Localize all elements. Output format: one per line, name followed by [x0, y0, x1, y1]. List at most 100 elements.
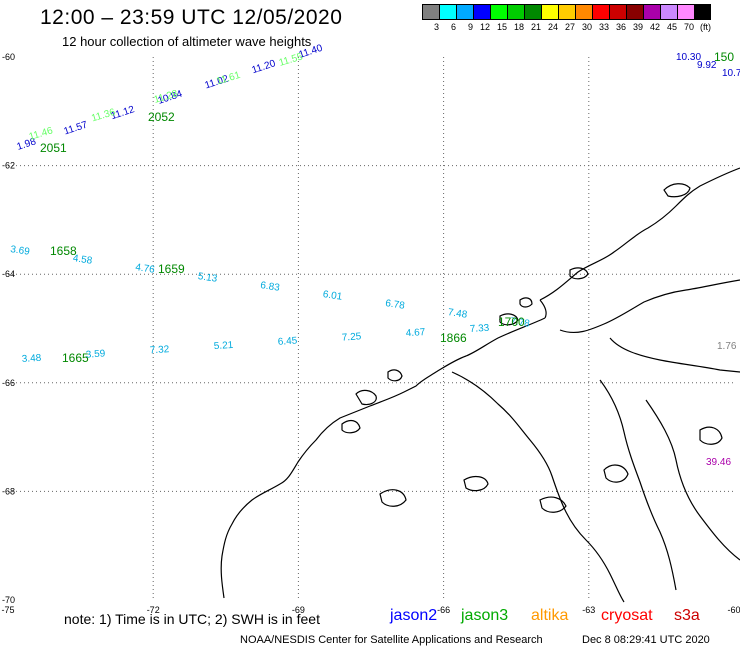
legend-swatch: [473, 4, 490, 20]
satellite-altika: altika: [531, 607, 569, 624]
x-tick-label: -66: [437, 605, 450, 615]
legend-label: 36: [615, 22, 626, 32]
peninsula-coast-east: [539, 167, 740, 301]
coastline: [220, 167, 740, 603]
island-11: [603, 464, 629, 483]
legend-swatch: [507, 4, 524, 20]
legend-label: 70: [683, 22, 694, 32]
legend-swatch: [422, 4, 439, 20]
island-7: [539, 496, 567, 513]
satellite-jason2: jason2: [390, 607, 438, 624]
y-tick-label: -66: [2, 378, 15, 388]
legend-swatch: [456, 4, 473, 20]
track-value-label: 3.59: [85, 348, 106, 360]
edge-value: 9.92: [697, 60, 717, 71]
island-9: [341, 419, 361, 434]
legend-swatch: [694, 4, 711, 20]
legend-swatch: [524, 4, 541, 20]
coast-weddell: [599, 379, 677, 591]
color-legend: [422, 4, 711, 20]
track-id-label: 2051: [40, 141, 67, 155]
island-4: [569, 267, 589, 280]
island-6: [463, 475, 489, 492]
axis-labels: -75 -72 -69 -66 -63 -60 -60 -62 -64 -66 -68 -70: [1, 52, 740, 615]
legend-label: 39: [632, 22, 643, 32]
coast-east-south: [645, 399, 740, 561]
track-value-label: 4.67: [405, 327, 426, 339]
legend-label: 24: [547, 22, 558, 32]
legend-label: 9: [467, 22, 473, 32]
track-id-label: 1866: [440, 331, 467, 345]
peninsula-coast-inner: [451, 371, 625, 603]
track-value-label: 4.76: [135, 262, 156, 276]
legend-label: 6: [450, 22, 456, 32]
legend-swatch: [626, 4, 643, 20]
lat-lon-grid: [8, 57, 734, 600]
track-value-label: 3.69: [10, 244, 31, 258]
legend-label: 15: [496, 22, 507, 32]
map-title: 12:00 – 23:59 UTC 12/05/2020: [40, 6, 343, 29]
legend-label: 42: [649, 22, 660, 32]
track-value-label: 7.78: [510, 316, 531, 330]
island-12: [699, 426, 723, 445]
edge-value: 39.46: [706, 457, 732, 468]
legend-label: 33: [598, 22, 609, 32]
track-id-label: 150: [714, 50, 734, 64]
legend-swatch: [660, 4, 677, 20]
coast-east-lower: [609, 337, 740, 373]
island-1: [355, 389, 377, 406]
legend-swatch: [677, 4, 694, 20]
track-value-label: 5.21: [213, 340, 234, 352]
legend-swatch: [490, 4, 507, 20]
island-3: [499, 313, 519, 326]
legend-label: 27: [564, 22, 575, 32]
x-tick-label: -63: [582, 605, 595, 615]
track-value-label: 7.48: [447, 307, 468, 321]
legend-label: 3: [433, 22, 439, 32]
legend-swatch: [609, 4, 626, 20]
peninsula-coast-east2: [559, 279, 740, 334]
track-value-label: 6.45: [277, 336, 298, 348]
map-subtitle: 12 hour collection of altimeter wave hei…: [62, 34, 312, 49]
x-tick-label: -69: [292, 605, 305, 615]
edge-value: 10.30: [676, 52, 702, 63]
timestamp: Dec 8 08:29:41 UTC 2020: [582, 634, 710, 646]
y-tick-label: -60: [2, 52, 15, 62]
track-value-label: 7.33: [469, 323, 490, 335]
legend-label: 45: [666, 22, 677, 32]
track-id-label: 1665: [62, 351, 89, 365]
track-value-label: 11.61: [215, 70, 242, 88]
track-id-label: 1658: [50, 244, 77, 258]
track-value-label: 4.58: [72, 253, 93, 267]
x-tick-label: -60: [727, 605, 740, 615]
y-tick-label: -64: [2, 269, 15, 279]
track-id-label: 2052: [148, 110, 175, 124]
track-value-label: 11.20: [251, 58, 278, 76]
legend-swatch: [575, 4, 592, 20]
track-id-label: 1700: [498, 315, 525, 329]
track-value-label: 3.48: [21, 353, 42, 365]
track-value-label: 7.32: [149, 344, 170, 356]
edge-value: 1.76: [717, 341, 737, 352]
y-tick-label: -68: [2, 486, 15, 496]
track-value-label: 7.25: [341, 331, 362, 343]
legend-label: (ft): [700, 22, 711, 32]
island-10: [519, 297, 533, 308]
y-tick-label: -62: [2, 161, 15, 171]
y-tick-label: -70: [2, 595, 15, 605]
track-value-label: 6.78: [385, 298, 406, 312]
legend-swatch: [439, 4, 456, 20]
legend-label: 21: [530, 22, 541, 32]
island-2: [387, 369, 403, 382]
peninsula-coast-west: [220, 317, 546, 599]
legend-swatch: [643, 4, 660, 20]
legend-swatch: [592, 4, 609, 20]
legend-swatch: [541, 4, 558, 20]
island-8: [379, 489, 407, 507]
island-5: [663, 183, 691, 198]
track-value-label: 6.01: [322, 289, 343, 303]
legend-swatch: [558, 4, 575, 20]
x-tick-label: -75: [1, 605, 14, 615]
legend-label: 30: [581, 22, 592, 32]
